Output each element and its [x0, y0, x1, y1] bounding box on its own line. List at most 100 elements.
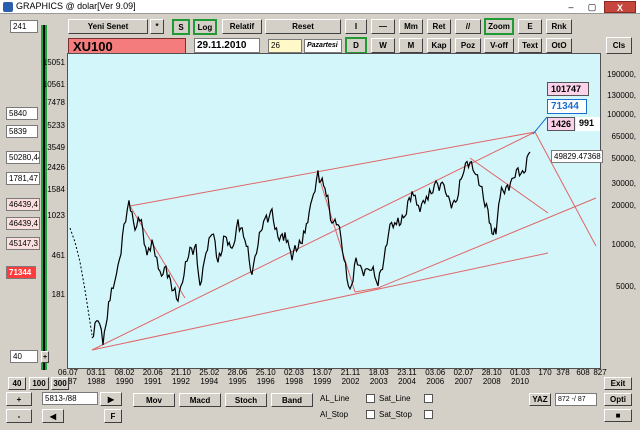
kap-button[interactable]: Kap — [427, 38, 451, 53]
zoom-300-button[interactable]: 300 — [51, 377, 69, 390]
y-tick-label: 10561 — [42, 80, 65, 89]
stoch-button[interactable]: Stoch — [225, 393, 267, 407]
close-button[interactable]: X — [604, 1, 636, 13]
sat-stop-checkbox[interactable] — [424, 410, 433, 419]
value-field-1[interactable]: 5840 — [6, 107, 38, 120]
f-button[interactable]: F — [104, 409, 122, 423]
i-button[interactable]: I — [345, 19, 367, 34]
rnk-button[interactable]: Rnk — [546, 19, 572, 34]
poz-button[interactable]: Poz — [455, 38, 481, 53]
minimize-button[interactable]: – — [568, 2, 574, 12]
zoom-button[interactable]: Zoom — [484, 18, 514, 35]
text-button[interactable]: Text — [518, 38, 542, 53]
y-tick-label: 2426 — [47, 163, 65, 172]
sat-stop-label: Sat_Stop — [379, 410, 412, 419]
band-button[interactable]: Band — [271, 393, 313, 407]
value-field-8: 71344 — [6, 266, 36, 279]
trend-line — [91, 252, 549, 351]
monthly-button[interactable]: M — [399, 38, 423, 53]
oto-button[interactable]: OtO — [546, 38, 572, 53]
x-tick-label: 21.11 2002 — [340, 368, 361, 386]
yeni-senet-button[interactable]: Yeni Senet — [68, 19, 148, 34]
nav-left-arrow-button[interactable]: ◀ — [42, 409, 64, 423]
macd-button[interactable]: Macd — [179, 393, 221, 407]
x-tail-tick-label: 170 — [538, 368, 552, 377]
trend-lines — [91, 116, 597, 351]
al-stop-checkbox[interactable] — [366, 410, 375, 419]
x-tail-tick-label: 378 — [556, 368, 570, 377]
weekly-button[interactable]: W — [371, 38, 395, 53]
x-tick-label: 21.10 1992 — [170, 368, 192, 386]
parallel-lines-button[interactable]: // — [455, 19, 481, 34]
app-icon — [3, 2, 13, 12]
trend-line — [129, 131, 536, 207]
exit-button[interactable]: Exit — [604, 377, 632, 390]
x-tick-label: 03.06 2006 — [425, 368, 446, 386]
x-tick-label: 02.03 1998 — [283, 368, 305, 386]
coord-field: 872 -/ 87 — [555, 393, 597, 406]
stop-button[interactable]: ■ — [604, 409, 632, 422]
x-tick-label: 18.03 2003 — [368, 368, 389, 386]
ret-button[interactable]: Ret — [427, 19, 451, 34]
x-tail-tick-label: 827 — [593, 368, 607, 377]
nav-right-arrow-button[interactable]: ▶ — [100, 392, 122, 406]
dash-button[interactable]: — — [371, 19, 395, 34]
opti-button[interactable]: Opti — [604, 393, 632, 406]
y2-tick-label: 5000, — [615, 282, 636, 291]
al-line-checkbox[interactable] — [366, 394, 375, 403]
value-field-3: 50280,44 — [6, 151, 40, 164]
current-value-box: 49829.47368 — [551, 150, 603, 163]
plus-button[interactable]: + — [6, 392, 32, 406]
counter-field[interactable]: 241 — [10, 20, 38, 33]
zoom-40-button[interactable]: 40 — [8, 377, 26, 390]
trend-line — [534, 131, 597, 247]
yaz-button[interactable]: YAZ — [529, 393, 551, 406]
x-tick-label: 01.03 2010 — [509, 368, 531, 386]
sat-line-checkbox[interactable] — [424, 394, 433, 403]
relatif-button[interactable]: Relatif — [222, 19, 262, 34]
symbol-field[interactable]: XU100 — [68, 38, 186, 56]
y2-tick-label: 20000, — [611, 201, 636, 210]
y-tick-label: 181 — [51, 290, 65, 299]
s-button[interactable]: S — [172, 19, 190, 35]
value-field-6: 46439,4 — [6, 217, 40, 230]
x-tick-label: 25.02 1994 — [199, 368, 220, 386]
v-off-button[interactable]: V-off — [484, 38, 514, 53]
mov-button[interactable]: Mov — [133, 393, 175, 407]
title-bar: GRAPHICS @ dolar[Ver 9.09] – ▢ X — [0, 0, 640, 14]
value-field-2[interactable]: 5839 — [6, 125, 38, 138]
x-tick-label: 28.06 1995 — [227, 368, 248, 386]
annotation-pointer — [532, 116, 548, 135]
y2-tick-label: 65000, — [611, 132, 636, 141]
mm-button[interactable]: Mm — [399, 19, 423, 34]
x-tick-label: 08.02 1990 — [114, 368, 135, 386]
y-tick-label: 461 — [51, 251, 65, 260]
star-button[interactable]: * — [150, 19, 164, 34]
x-tick-label: 28.10 2008 — [481, 368, 502, 386]
log-button[interactable]: Log — [193, 19, 217, 35]
y-tick-label: 1023 — [47, 211, 65, 220]
annotation-high-a: 101747 — [547, 82, 589, 96]
minus-button[interactable]: - — [6, 409, 32, 423]
e-button[interactable]: E — [518, 19, 542, 34]
x-tick-label: 25.10 1996 — [255, 368, 276, 386]
y2-tick-label: 30000, — [611, 179, 636, 188]
trend-line — [377, 197, 597, 289]
y2-tick-label: 100000, — [607, 110, 636, 119]
maximize-button[interactable]: ▢ — [587, 2, 597, 12]
left-arrow-button[interactable]: + — [41, 351, 49, 363]
date-field[interactable]: 29.11.2010 — [194, 38, 260, 53]
bottom-value-field[interactable]: 40 — [10, 350, 38, 363]
reset-button[interactable]: Reset — [265, 19, 341, 34]
chart-plot-area[interactable] — [67, 53, 601, 369]
range-field[interactable]: 5813-/88 — [42, 392, 98, 405]
value-field-4: 1781,47 — [6, 172, 40, 185]
y-tick-label: 1584 — [47, 185, 65, 194]
number-field[interactable]: 26 — [268, 39, 302, 53]
cls-button[interactable]: Cls — [606, 37, 632, 54]
trend-line — [129, 205, 186, 299]
annotation-high-b: 71344 — [547, 99, 587, 114]
trend-line — [317, 173, 356, 293]
left-scroll-rail[interactable] — [41, 25, 47, 370]
zoom-100-button[interactable]: 100 — [29, 377, 49, 390]
